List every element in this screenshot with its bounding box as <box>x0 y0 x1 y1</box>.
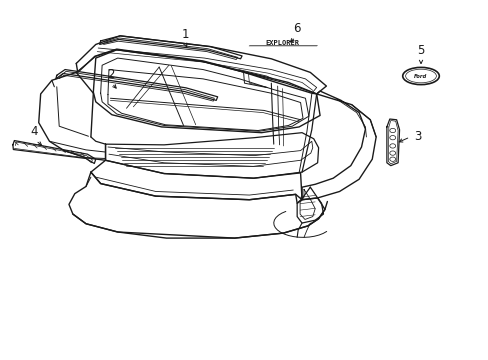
Text: 3: 3 <box>413 130 421 143</box>
Text: 4: 4 <box>30 125 38 138</box>
Text: 2: 2 <box>106 68 114 81</box>
Text: 6: 6 <box>293 22 300 35</box>
Text: 5: 5 <box>416 44 424 57</box>
Text: EXPLORER: EXPLORER <box>265 40 299 46</box>
Text: Ford: Ford <box>413 73 427 78</box>
Text: 1: 1 <box>181 28 188 41</box>
